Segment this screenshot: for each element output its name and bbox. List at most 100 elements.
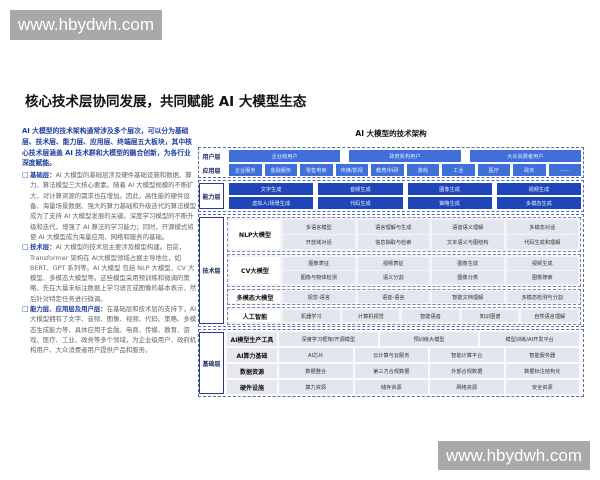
diagram-cell: 语言理解与生成 <box>357 220 429 234</box>
diagram-cell: 开放域对话 <box>283 235 355 249</box>
bullet-app-layer: □ 能力层、应用层及用户层：在基础层和技术层的支持下，AI 大模型拥有了文字、音频… <box>22 304 197 355</box>
diagram-cell: AI芯片 <box>279 348 353 362</box>
watermark-text: www.hbydwh.com <box>445 445 583 465</box>
cv-row: 图像表征 视频表征 图像生成 视频生成 <box>283 257 578 270</box>
diagram-cell: 数据整合 <box>279 364 353 378</box>
diagram-cell: 政府机构用户 <box>349 150 461 162</box>
diagram-cell: 储存资源 <box>354 380 428 394</box>
diagram-cell: 多模态检测与分割 <box>506 291 578 303</box>
diagram-cell: 工业 <box>442 164 475 176</box>
diagram-title: AI 大模型的技术架构 <box>355 129 427 138</box>
diagram-cell: 传媒/影视 <box>335 164 368 176</box>
architecture-diagram: AI 大模型的技术架构 用户层 应用层 企业级用户 政府机构用户 大众消费者用户 企… <box>198 126 584 398</box>
diagram-cell: 图像分类 <box>432 271 504 284</box>
base-row: 深度学习框架/开源模型 预训练大模型 模型训练/AI开发平台 <box>279 332 580 346</box>
diagram-cell: 虚拟人/场景生成 <box>229 197 314 209</box>
diagram-cell: 预训练大模型 <box>379 332 479 346</box>
diagram-cell: 图像生成 <box>432 257 504 270</box>
bullet-text: AI 大模型的基础层涉及硬件基础设施和数据、算力、算法模型三大核心要素。随着 A… <box>30 171 197 241</box>
diagram-cell: 图像生成 <box>407 183 492 195</box>
diagram-cell: 图像与物体检测 <box>283 271 355 284</box>
watermark-bottom: www.hbydwh.com <box>438 441 590 470</box>
diagram-cell: 语音语义理解 <box>432 220 504 234</box>
diagram-cell: 模型训练/AI开发平台 <box>480 332 580 346</box>
description-column: AI 大模型的技术架构通常涉及多个层次，可以分为基础层、技术层、能力层、应用层、… <box>22 126 197 356</box>
nlp-row: 开放域对话 信息抽取与检索 文本语义与图结构 代码生成和理解 <box>283 235 578 249</box>
watermark-text: www.hbydwh.com <box>17 15 155 34</box>
nlp-row: 多语言模型 语言理解与生成 语音语义理解 多模态对话 <box>283 220 578 234</box>
diagram-cell: 大众消费者用户 <box>469 150 581 162</box>
diagram-cell: 文字生成 <box>229 183 314 195</box>
base-row: 数据整合 第三方合规数据 外部合规数据 数据标注结构化 <box>279 364 579 378</box>
nlp-group-label: NLP大模型 <box>230 220 280 249</box>
diagram-cell: 网络资源 <box>430 380 504 394</box>
capability-row: 虚拟人/场景生成 代码生成 策略生成 多模态生成 <box>229 197 581 209</box>
diagram-cell: 自然语言理解 <box>521 310 578 322</box>
diagram-cell: 计算机视觉 <box>342 310 400 322</box>
bullet-key: 基础层： <box>30 171 56 180</box>
cv-group: CV大模型 图像表征 视频表征 图像生成 视频生成 图像与物体检测 语义分割 图像分类 图像… <box>227 254 581 287</box>
diagram-cell: 智能文档理解 <box>432 291 504 303</box>
base-row: AI芯片 云计算与云服务 智能计算平台 智能服务器 <box>279 348 579 362</box>
diagram-cell: 算力资源 <box>279 380 353 394</box>
diagram-cell: 医疗 <box>477 164 510 176</box>
diagram-cell: 企业级用户 <box>229 150 341 162</box>
diagram-cell: 金融服务 <box>264 164 297 176</box>
base-layer-label: 基础层 <box>199 332 224 394</box>
ai-group-label: 人工智能 <box>230 310 280 322</box>
capability-row: 文字生成 音频生成 图像生成 视频生成 <box>229 183 581 195</box>
checkbox-bullet-icon: □ <box>22 171 29 180</box>
page-title: 核心技术层协同发展，共同赋能 AI 大模型生态 <box>25 94 307 110</box>
diagram-cell: 图像表征 <box>283 257 355 270</box>
diagram-cell: 视频生成 <box>496 183 581 195</box>
diagram-cell: …… <box>548 164 581 176</box>
tech-layer-label: 技术层 <box>199 217 224 324</box>
diagram-cell: 文本语义与图结构 <box>432 235 504 249</box>
diagram-cell: 云计算与云服务 <box>354 348 428 362</box>
diagram-cell: 智能语音 <box>402 310 459 322</box>
diagram-cell: 信息抽取与检索 <box>357 235 429 249</box>
diagram-cell: 代码生成和理解 <box>506 235 578 249</box>
diagram-cell: 多模态对话 <box>506 220 578 234</box>
ai-group: 人工智能 机器学习 计算机视觉 智能语音 知识图谱 自然语言理解 <box>227 307 581 325</box>
capability-layer-label: 能力层 <box>199 183 224 209</box>
cv-row: 图像与物体检测 语义分割 图像分类 图像搜索 <box>283 271 578 284</box>
diagram-cell: 游戏 <box>406 164 439 176</box>
diagram-cell: 企业服务 <box>229 164 262 176</box>
diagram-cell: 知识图谱 <box>461 310 519 322</box>
diagram-cell: 图像搜索 <box>506 271 578 284</box>
base-group-label: AI模型生产工具 <box>227 332 277 346</box>
diagram-cell: 音频生成 <box>318 183 403 195</box>
ai-row: 机器学习 计算机视觉 智能语音 知识图谱 自然语言理解 <box>283 310 578 322</box>
base-row: 算力资源 储存资源 网络资源 安全资源 <box>279 380 579 394</box>
diagram-cell: 政务 <box>513 164 546 176</box>
user-layer-label: 用户层 <box>199 150 224 162</box>
user-layer-row: 企业级用户 政府机构用户 大众消费者用户 <box>229 150 581 162</box>
checkbox-bullet-icon: □ <box>22 305 29 314</box>
diagram-cell: 数据标注结构化 <box>505 364 579 378</box>
app-layer-row: 企业服务 金融服务 零售电商 传媒/影视 教育/科研 游戏 工业 医疗 政务…… <box>229 164 581 176</box>
diagram-cell: 智能计算平台 <box>430 348 504 362</box>
base-group-label: 数据资源 <box>227 364 277 378</box>
watermark-top: www.hbydwh.com <box>10 10 162 40</box>
diagram-cell: 视频生成 <box>506 257 578 270</box>
multimodal-row: 视觉-语言 语音-语言 智能文档理解 多模态检测与分割 <box>283 291 578 303</box>
app-layer-label: 应用层 <box>199 164 224 176</box>
diagram-cell: 语音-语言 <box>357 291 429 303</box>
intro-paragraph: AI 大模型的技术架构通常涉及多个层次，可以分为基础层、技术层、能力层、应用层、… <box>22 127 192 168</box>
base-layer: 基础层 AI模型生产工具 深度学习框架/开源模型 预训练大模型 模型训练/AI开发平… <box>198 329 584 397</box>
tech-layer: 技术层 NLP大模型 多语言模型 语言理解与生成 语音语义理解 多模态对话 开放域对话… <box>198 214 584 327</box>
bullet-text: AI 大模型的技术层主要涉及模型构建。目前，Transformer 架构在 AI… <box>30 243 197 303</box>
diagram-cell: 多语言模型 <box>283 220 355 234</box>
diagram-cell: 策略生成 <box>407 197 492 209</box>
cv-group-label: CV大模型 <box>230 257 280 284</box>
diagram-cell: 代码生成 <box>318 197 403 209</box>
nlp-group: NLP大模型 多语言模型 语言理解与生成 语音语义理解 多模态对话 开放域对话 信息抽取… <box>227 217 581 252</box>
bullet-key: 技术层： <box>30 243 56 252</box>
diagram-cell: 安全资源 <box>505 380 579 394</box>
diagram-cell: 多模态生成 <box>496 197 581 209</box>
capability-layer: 能力层 文字生成 音频生成 图像生成 视频生成 虚拟人/场景生成 代码生成 策略生成 多模态… <box>198 180 584 212</box>
diagram-cell: 第三方合规数据 <box>354 364 428 378</box>
multimodal-group: 多模态大模型 视觉-语言 语音-语言 智能文档理解 多模态检测与分割 <box>227 289 581 305</box>
bullet-key: 能力层、应用层及用户层： <box>30 305 107 314</box>
